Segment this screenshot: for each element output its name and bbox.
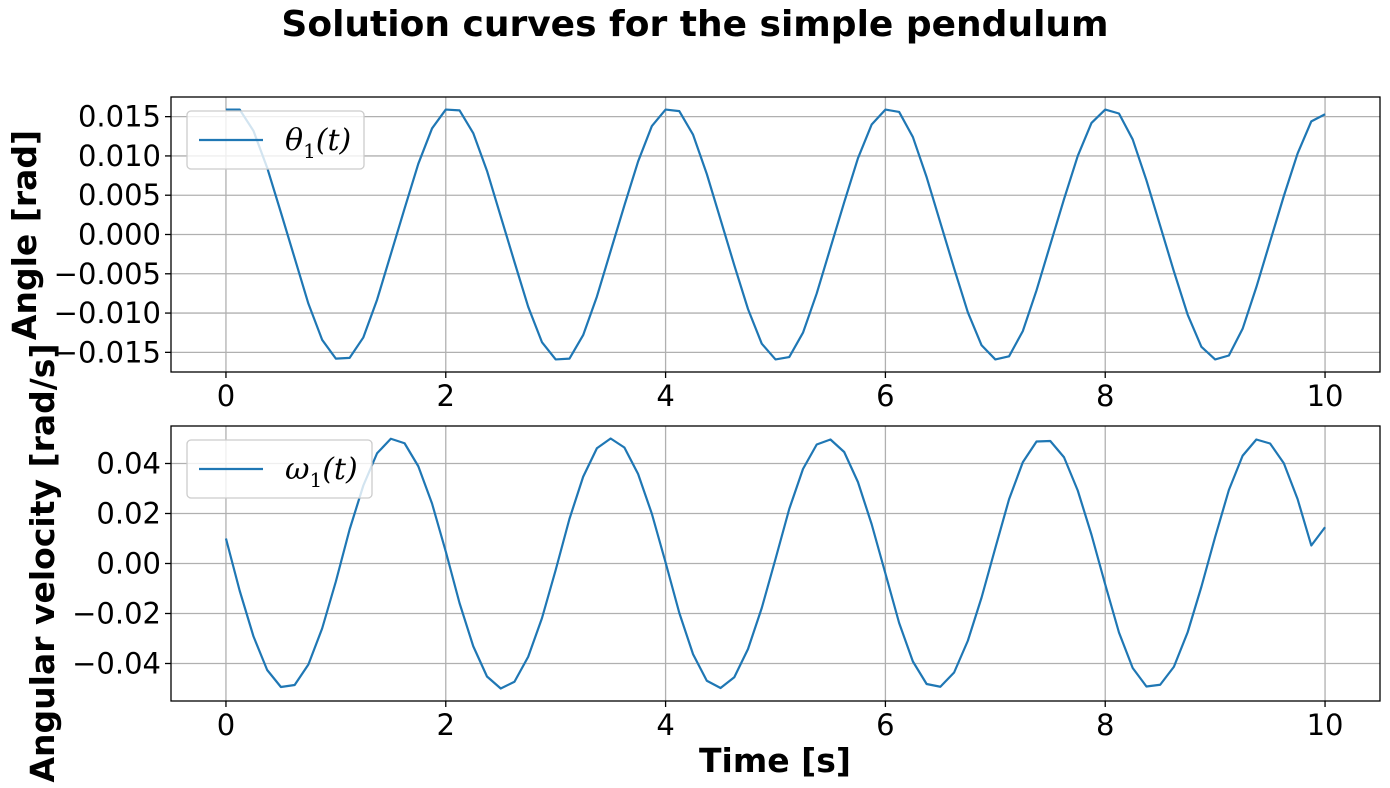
figure-suptitle: Solution curves for the simple pendulum (281, 4, 1108, 45)
angular-velocity-series-line (224, 437, 1326, 690)
angle-y-axis-label: Angle [rad] (5, 130, 44, 340)
angular-velocity-legend-argument: (t) (322, 452, 357, 487)
angle-y-tick-label: 0.000 (78, 218, 161, 252)
angle-y-tick-label: 0.010 (78, 139, 161, 173)
angular-velocity-x-tick-label: 8 (1096, 708, 1114, 742)
angle-legend-subscript: 1 (303, 139, 316, 163)
angle-y-tick-label: −0.015 (54, 335, 161, 369)
angle-x-tick-label: 8 (1096, 379, 1114, 413)
angular-velocity-legend: ω1(t) (186, 439, 373, 499)
angular-velocity-y-tick-label: −0.02 (72, 597, 161, 631)
angle-x-tick-label: 10 (1307, 379, 1344, 413)
angular-velocity-subplot: 0 2 4 6 8 10 0.04 0.02 0.00 −0.02 −0.04 ω1(t) (72, 425, 1381, 742)
angular-velocity-y-axis-label: Angular velocity [rad/s] (23, 343, 62, 782)
angle-x-tick-label: 4 (656, 379, 674, 413)
angle-subplot: 0 2 4 6 8 10 0.015 0.010 0.005 0.000 −0.005 −0.010 −… (54, 96, 1381, 413)
angle-y-tick-label: 0.005 (78, 178, 161, 212)
angle-series-line (225, 108, 1326, 361)
angle-x-tick-label: 2 (437, 379, 455, 413)
angular-velocity-legend-subscript: 1 (309, 468, 322, 492)
angle-legend-symbol: θ (285, 123, 303, 158)
angular-velocity-y-tick-label: −0.04 (72, 647, 161, 681)
angular-velocity-x-tick-label: 2 (437, 708, 455, 742)
angle-legend: θ1(t) (186, 110, 365, 170)
angle-legend-label: θ1(t) (285, 123, 351, 163)
angle-x-tick-label: 6 (876, 379, 894, 413)
angular-velocity-y-tick-label: 0.00 (96, 547, 161, 581)
angle-y-tick-label: 0.015 (78, 100, 161, 134)
angle-legend-box (186, 110, 365, 170)
angular-velocity-legend-symbol: ω (285, 452, 309, 487)
angular-velocity-x-tick-label: 0 (217, 708, 235, 742)
angular-velocity-y-tick-label: 0.02 (96, 497, 161, 531)
angular-velocity-legend-label: ω1(t) (285, 452, 358, 492)
angular-velocity-x-tick-label: 4 (656, 708, 674, 742)
angle-y-tick-label: −0.005 (54, 257, 161, 291)
angular-velocity-x-tick-label: 6 (876, 708, 894, 742)
angle-x-tick-label: 0 (217, 379, 235, 413)
angle-legend-argument: (t) (316, 123, 351, 158)
angular-velocity-y-tick-label: 0.04 (96, 447, 161, 481)
time-x-axis-label: Time [s] (699, 741, 851, 780)
angle-y-tick-label: −0.010 (54, 296, 161, 330)
angular-velocity-x-tick-label: 10 (1307, 708, 1344, 742)
angular-velocity-legend-box (186, 439, 373, 499)
